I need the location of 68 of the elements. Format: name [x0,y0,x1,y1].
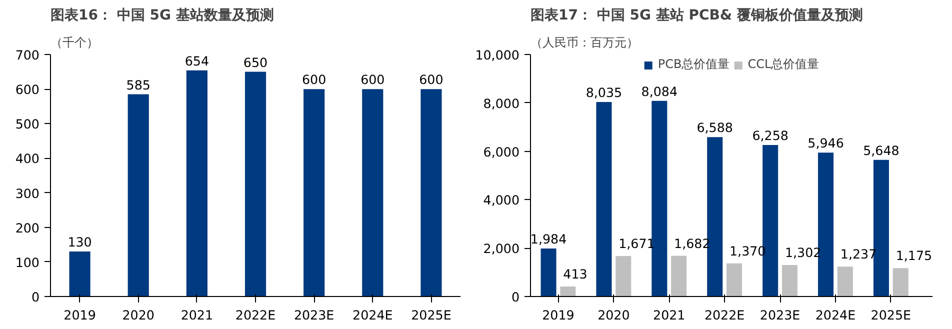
x-tick-label: 2019 [64,308,96,322]
chart-title: 图表16： 中国 5G 基站数量及预测 [50,8,274,24]
data-label: 5,946 [808,136,844,151]
bar [128,94,149,296]
bar [892,268,908,296]
y-tick-label: 0 [31,290,40,304]
bar [420,89,442,296]
bar [244,72,266,296]
y-tick-label: 6,000 [483,144,520,160]
y-tick-label: 10,000 [475,48,520,62]
y-tick-label: 400 [15,151,40,166]
x-tick-label: 2020 [122,308,154,322]
data-label: 1,175 [896,248,932,264]
x-tick-label: 2025E [870,308,912,322]
x-tick-label: 2023E [760,308,800,322]
data-label: 8,035 [586,85,622,100]
x-tick-label: 2024E [352,308,393,322]
x-tick-label: 2021 [180,308,214,322]
data-label: 6,588 [696,120,733,136]
data-label: 130 [68,234,92,250]
bar [540,248,556,296]
y-tick-label: 700 [15,48,40,62]
data-label: 8,084 [641,84,678,99]
legend-label: PCB总价值量 [658,56,730,73]
bar [782,264,798,296]
data-label: 413 [563,266,588,282]
bar [707,137,723,296]
bar [362,89,384,296]
bar [186,70,208,296]
y-axis-title: （人民币：百万元） [530,36,638,50]
bar [818,152,834,296]
x-tick-label: 2019 [542,308,574,322]
data-label: 650 [243,54,268,70]
y-tick-label: 8,000 [483,96,520,111]
y-tick-label: 600 [15,82,40,98]
bar [304,89,325,296]
x-tick-label: 2025E [411,308,452,322]
data-label: 6,258 [752,128,788,144]
y-tick-label: 300 [15,186,40,201]
x-tick-label: 2022E [704,308,745,322]
bar [69,252,90,296]
data-label: 654 [184,53,210,68]
legend-label: CCL总价值量 [748,56,820,73]
y-tick-label: 0 [511,290,520,304]
x-tick-label: 2024E [815,308,856,322]
data-label: 585 [126,77,150,92]
bar [596,102,612,296]
bar [726,263,742,296]
y-tick-label: 2,000 [483,241,520,256]
data-label: 5,648 [863,142,900,158]
y-tick-label: 500 [15,116,40,132]
y-axis-title: （千个） [50,36,98,50]
bar [616,256,632,296]
x-tick-label: 2022E [235,308,276,322]
bar [671,256,687,296]
y-tick-label: 200 [15,220,40,236]
y-tick-label: 100 [15,254,40,270]
x-tick-label: 2021 [653,308,686,322]
data-label: 600 [360,72,385,88]
data-label: 1,984 [530,231,567,246]
bar [837,266,853,296]
x-tick-label: 2023E [294,308,334,322]
chart-title: 图表17： 中国 5G 基站 PCB& 覆铜板价值量及预测 [530,8,863,24]
bar [560,286,576,296]
y-tick-label: 4,000 [483,192,520,208]
data-label: 600 [419,72,444,88]
x-tick-label: 2020 [598,308,630,322]
data-label: 600 [302,72,326,88]
